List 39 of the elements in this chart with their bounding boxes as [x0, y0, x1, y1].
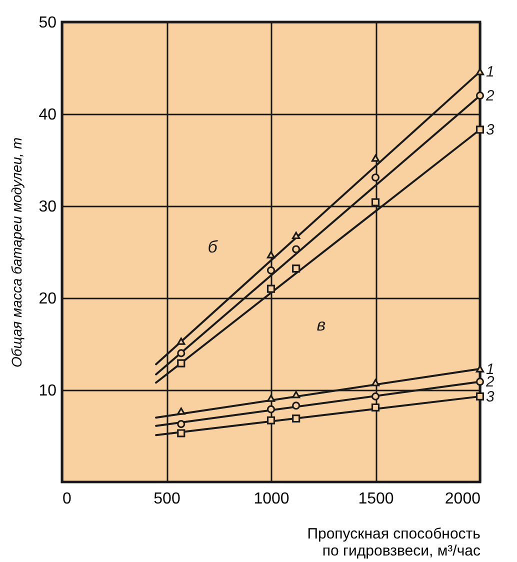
point [292, 264, 300, 273]
x-tick-label: 2000 [444, 490, 481, 508]
y-tick-label: 10 [38, 382, 57, 400]
series-label: 2 [485, 374, 495, 391]
series-label: 3 [486, 388, 495, 406]
x-axis-title: Пропускная способность по гидровзвеси, м³/час [307, 526, 481, 560]
x-tick-label: 500 [154, 490, 180, 508]
point [292, 402, 300, 410]
point [177, 420, 186, 428]
y-tick-label: 40 [38, 106, 57, 124]
y-tick-label: 30 [38, 198, 57, 216]
point [371, 154, 380, 162]
point [266, 405, 276, 414]
point [371, 198, 380, 206]
series-label: 2 [485, 88, 495, 105]
point [371, 173, 380, 182]
y-axis-title: Общая масса батареи модулеи, т [8, 137, 25, 368]
point [266, 266, 276, 274]
point [371, 403, 380, 412]
annotation: в [316, 316, 326, 335]
annotation: б [208, 237, 219, 256]
point [476, 378, 484, 386]
point [476, 126, 484, 134]
point [476, 392, 484, 400]
point [266, 416, 276, 424]
y-tick-label: 20 [38, 290, 57, 308]
x-tick-label: 1000 [254, 490, 290, 508]
point [371, 392, 380, 400]
point [177, 429, 186, 438]
series-label: 3 [486, 122, 495, 139]
point [177, 349, 186, 358]
x-tick-label: 1500 [358, 490, 394, 508]
point [292, 414, 300, 423]
point [177, 359, 186, 368]
series-label: 1 [486, 64, 494, 81]
x-tick-label: 0 [62, 490, 72, 508]
y-tick-label: 50 [38, 14, 57, 32]
point [476, 92, 484, 100]
point [266, 284, 276, 293]
